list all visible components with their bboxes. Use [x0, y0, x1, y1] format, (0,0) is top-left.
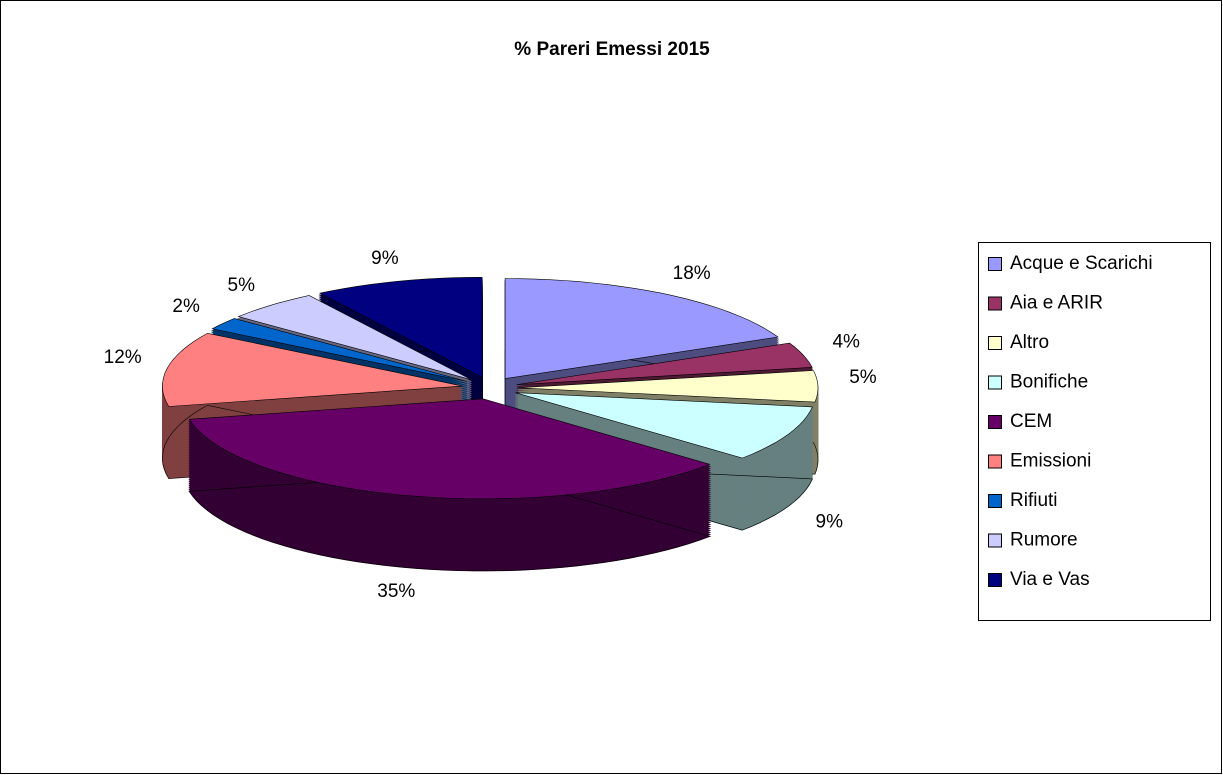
slice — [517, 370, 819, 403]
data-label: 9% — [371, 248, 399, 269]
legend-label: CEM — [1010, 411, 1052, 432]
chart-title: % Pareri Emessi 2015 — [514, 39, 710, 60]
legend-swatch — [988, 296, 1002, 311]
data-label: 9% — [816, 511, 844, 532]
data-label: 18% — [673, 263, 711, 284]
legend-label: Emissioni — [1010, 451, 1091, 472]
legend-label: Aia e ARIR — [1010, 293, 1103, 314]
legend-swatch — [988, 573, 1002, 587]
legend-swatch — [988, 336, 1002, 350]
legend-label: Acque e Scarichi — [1010, 253, 1153, 274]
slice — [504, 278, 779, 379]
slice — [319, 276, 483, 378]
legend-swatch — [988, 494, 1002, 508]
legend-label: Rumore — [1010, 530, 1078, 551]
legend-box — [978, 242, 1211, 621]
legend-label: Altro — [1010, 332, 1049, 353]
legend: Acque e Scarichi Aia e ARIR Altro Bonifiche… — [988, 253, 1153, 590]
slice-side-edge — [188, 470, 711, 572]
pie: 18% 4% 5% 9% 35% 12% 2% 5% 9% — [104, 248, 877, 602]
data-label: 4% — [832, 332, 860, 353]
data-label: 2% — [172, 296, 200, 317]
slice — [515, 392, 813, 459]
legend-swatch — [988, 415, 1002, 429]
data-label: 35% — [377, 581, 415, 602]
legend-swatch — [988, 257, 1002, 271]
legend-label: Via e Vas — [1010, 569, 1090, 590]
legend-label: Rifiuti — [1010, 490, 1058, 511]
data-label: 5% — [228, 275, 256, 296]
slice — [162, 332, 463, 407]
slice — [237, 295, 472, 380]
legend-swatch — [988, 375, 1002, 390]
legend-label: Bonifiche — [1010, 372, 1088, 393]
slice-side-edge — [517, 442, 819, 475]
legend-swatch — [988, 454, 1002, 469]
data-label: 12% — [104, 347, 142, 368]
slice — [516, 342, 813, 385]
slice-side-edge — [162, 404, 463, 479]
slice — [211, 318, 468, 382]
slice-side-edge — [515, 464, 813, 531]
legend-swatch — [988, 533, 1002, 548]
data-label: 5% — [849, 367, 877, 388]
slice — [188, 398, 711, 500]
